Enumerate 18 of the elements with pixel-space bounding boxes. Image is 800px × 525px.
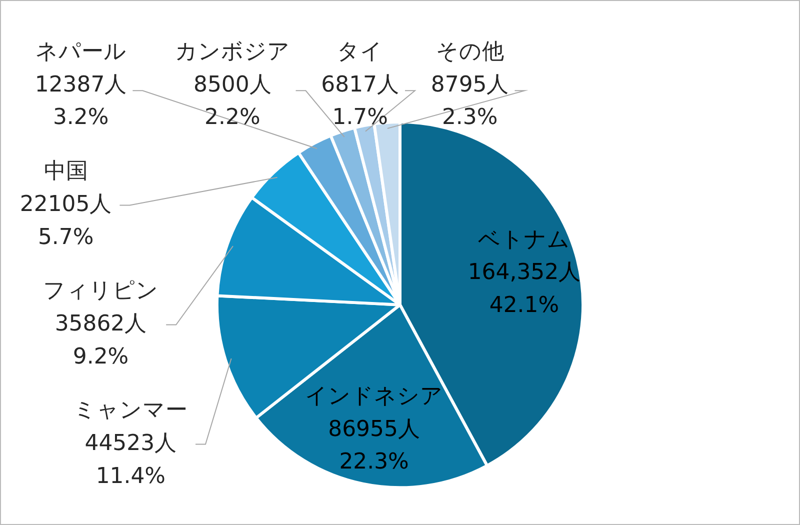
data-label: 35862人 9.2% [54, 311, 147, 370]
slice-label: ネパール [35, 40, 126, 64]
data-label: 8795人 2.3% [430, 72, 509, 130]
slice-label: インドネシア [304, 384, 444, 409]
slice-label: 中国 [44, 159, 88, 184]
data-label: 22105人 5.7% [20, 192, 112, 250]
data-label: 6817人 1.7% [321, 72, 400, 130]
slice-label: カンボジア [174, 40, 290, 64]
slice-label: その他 [436, 40, 504, 64]
slice-label: フィリピン [43, 278, 158, 304]
data-label: 44523人 11.4% [84, 431, 177, 489]
data-label: 8500人 2.2% [193, 72, 272, 130]
slice-label: タイ [337, 40, 384, 64]
slice-label: ベトナム [478, 227, 570, 252]
data-label: 86955人 22.3% [328, 416, 420, 475]
data-label: 12387人 3.2% [34, 72, 127, 130]
data-label: 164,352人 42.1% [468, 260, 581, 318]
slice-label: ミャンマー [74, 398, 188, 424]
